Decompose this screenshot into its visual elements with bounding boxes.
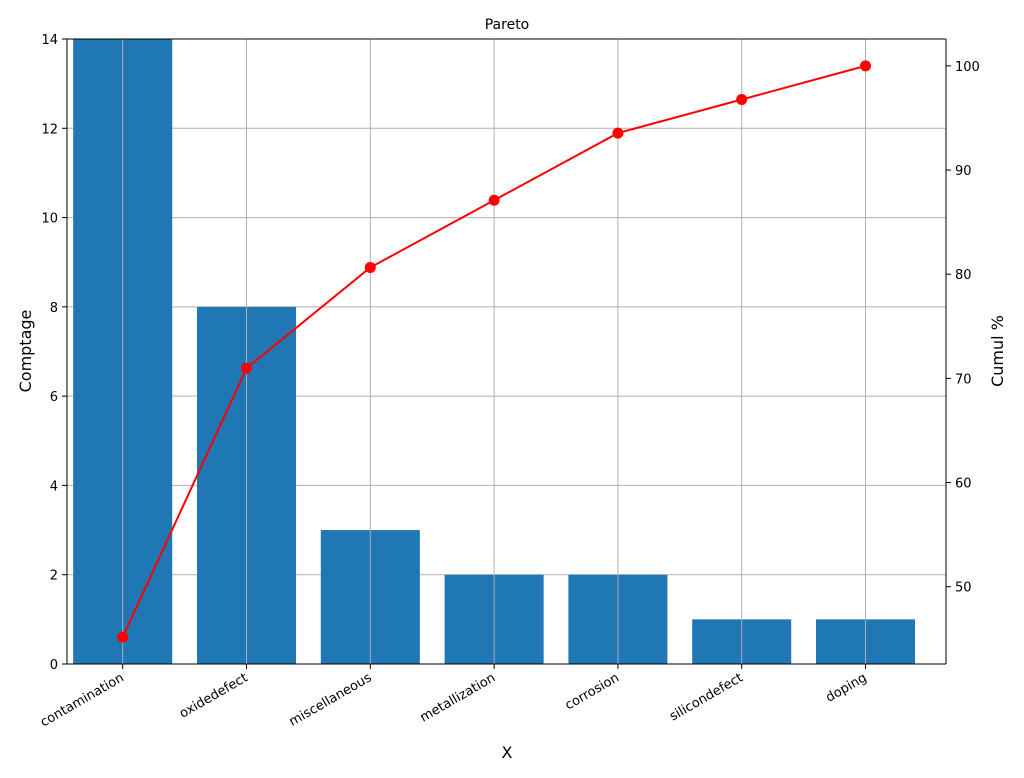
y2-tick-label: 100 bbox=[955, 60, 980, 75]
chart-title: Pareto bbox=[485, 17, 530, 33]
cumulative-point bbox=[860, 60, 872, 72]
cumulative-point bbox=[117, 631, 129, 643]
y-tick-label: 12 bbox=[41, 122, 58, 137]
cumulative-point bbox=[364, 261, 376, 273]
y2-tick-label: 70 bbox=[955, 372, 972, 387]
y2-tick-label: 90 bbox=[955, 164, 972, 179]
cumulative-point bbox=[736, 94, 748, 106]
grid-vertical-layer bbox=[122, 39, 867, 664]
cumulative-point bbox=[241, 362, 253, 374]
y2-axis-label: Cumul % bbox=[988, 315, 1007, 387]
y2-tick-label: 50 bbox=[955, 581, 972, 596]
cumulative-line-layer bbox=[117, 60, 872, 643]
y-tick-label: 2 bbox=[50, 569, 58, 584]
x-axis-label: X bbox=[502, 743, 513, 762]
y-tick-label: 10 bbox=[41, 212, 58, 227]
cumulative-point bbox=[612, 127, 624, 139]
y2-tick-label: 80 bbox=[955, 268, 972, 283]
y-axis-label: Comptage bbox=[16, 310, 35, 393]
y2-tick-label: 60 bbox=[955, 477, 972, 492]
y-tick-label: 14 bbox=[41, 33, 58, 48]
y-tick-label: 4 bbox=[50, 479, 58, 494]
y-tick-label: 6 bbox=[50, 390, 58, 405]
y-tick-label: 8 bbox=[50, 301, 58, 316]
y-tick-label: 0 bbox=[50, 658, 58, 673]
cumulative-point bbox=[488, 194, 500, 206]
